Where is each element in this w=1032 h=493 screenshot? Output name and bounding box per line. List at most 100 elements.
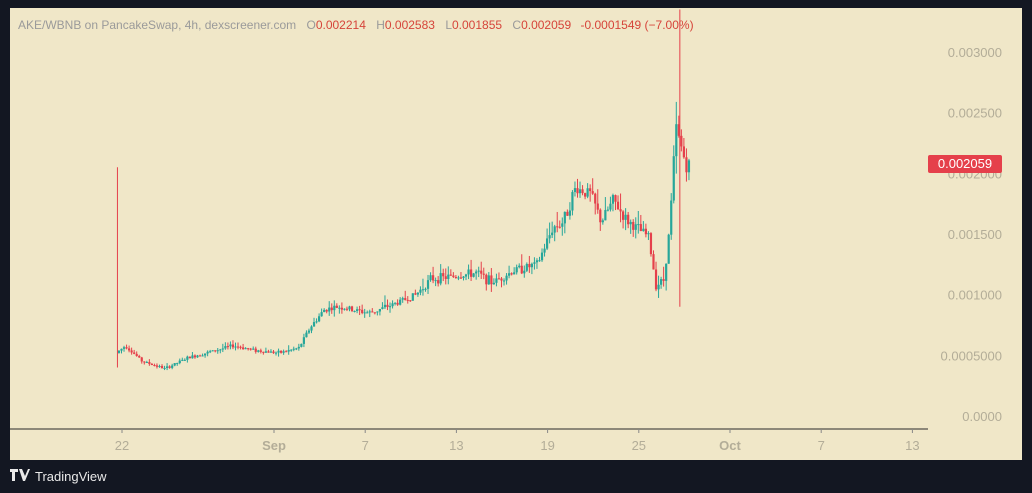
candle-body	[662, 279, 665, 281]
candle-body	[386, 304, 389, 308]
candle-body	[135, 353, 138, 356]
candle-body	[682, 146, 685, 158]
ohlc-legend: AKE/WBNB on PancakeSwap, 4h, dexscreener…	[18, 18, 694, 32]
candle-body	[229, 344, 232, 347]
x-tick-label: 22	[115, 438, 129, 453]
candle-body	[429, 275, 432, 281]
candle-body	[500, 278, 503, 281]
candle-body	[297, 346, 300, 349]
candle-body	[178, 360, 181, 364]
candle-body	[295, 348, 298, 350]
candle-body	[279, 350, 283, 353]
change-value: -0.0001549 (−7.00%)	[580, 18, 694, 32]
candle-body	[221, 348, 224, 350]
candle-body	[216, 350, 219, 352]
candle-body	[272, 351, 275, 354]
candle-body	[173, 363, 176, 366]
candle-body	[594, 193, 597, 204]
candle-body	[573, 188, 577, 193]
candle-body	[388, 306, 392, 308]
x-tick-label: 25	[632, 438, 646, 453]
close-value: 0.002059	[521, 18, 572, 32]
candle-body	[454, 276, 457, 278]
candle-body	[480, 270, 483, 274]
candle-body	[492, 282, 495, 285]
candle-body	[591, 191, 594, 194]
candle-body	[133, 352, 136, 354]
low-label: L	[445, 18, 452, 32]
candle-body	[140, 357, 143, 362]
y-tick-label: 0.001000	[948, 288, 1002, 303]
candle-body	[371, 311, 374, 313]
candle-body	[520, 265, 523, 274]
candle-body	[186, 356, 189, 360]
candle-body	[254, 348, 257, 352]
candle-body	[310, 326, 313, 331]
candle-body	[652, 254, 655, 270]
candle-body	[381, 307, 384, 310]
candle-body	[130, 350, 133, 353]
x-tick-label: 19	[540, 438, 554, 453]
candle-body	[644, 228, 647, 235]
candle-body	[576, 188, 579, 194]
candle-body	[421, 289, 425, 291]
tradingview-logo-icon	[10, 468, 30, 484]
candle-body	[290, 349, 293, 351]
candle-body	[125, 347, 128, 349]
candle-body	[391, 303, 394, 307]
candle-body	[120, 348, 123, 351]
candle-body	[307, 330, 311, 333]
candle-body	[459, 277, 463, 279]
last-price-tag: 0.002059	[928, 155, 1002, 173]
candle-body	[426, 280, 430, 289]
candle-body	[285, 351, 288, 353]
close-label: C	[512, 18, 522, 32]
candle-body	[143, 361, 146, 363]
candle-body	[320, 312, 323, 317]
candle-body	[393, 302, 397, 304]
candle-body	[181, 359, 184, 361]
candle-body	[406, 299, 409, 301]
candle-body	[515, 267, 518, 273]
candle-body	[469, 269, 473, 277]
candle-body	[267, 351, 270, 353]
candle-body	[518, 265, 521, 268]
x-tick-label: 7	[818, 438, 825, 453]
chart-panel[interactable]: 0.003000 0.002500 0.002000 0.001500 0.001000…	[10, 8, 1022, 460]
candle-body	[378, 309, 381, 312]
candle-body	[214, 350, 217, 352]
candle-body	[198, 355, 202, 357]
candle-body	[472, 273, 475, 277]
candle-body	[601, 220, 604, 223]
candle-body	[148, 362, 151, 364]
candle-body	[665, 263, 668, 281]
y-tick-label: 0.001500	[948, 227, 1002, 242]
candle-body	[176, 363, 179, 365]
candle-body	[274, 352, 278, 354]
candle-body	[277, 350, 280, 353]
candle-body	[340, 307, 343, 310]
y-tick-label: 0.003000	[948, 45, 1002, 60]
candle-body	[153, 364, 156, 366]
candle-body	[505, 275, 508, 281]
candle-body	[231, 344, 235, 348]
candle-body	[659, 279, 663, 285]
candlestick-chart[interactable]: 0.0030000.0025000.0020000.0015000.001000…	[10, 8, 1022, 460]
candle-body	[624, 214, 627, 220]
candle-body	[353, 310, 356, 312]
candle-body	[647, 233, 650, 235]
candle-body	[566, 211, 569, 216]
candle-body	[335, 305, 338, 308]
candle-body	[257, 350, 260, 352]
candle-body	[234, 346, 237, 348]
candle-body	[467, 269, 470, 275]
brand-name: TradingView	[35, 468, 107, 484]
brand-footer[interactable]: TradingView	[10, 466, 107, 486]
candle-body	[224, 346, 227, 349]
candle-body	[551, 232, 554, 236]
x-tick-label: Oct	[719, 438, 741, 453]
candle-body	[464, 274, 468, 277]
candle-body	[330, 307, 333, 311]
candle-body	[490, 275, 493, 285]
candle-body	[581, 189, 584, 194]
